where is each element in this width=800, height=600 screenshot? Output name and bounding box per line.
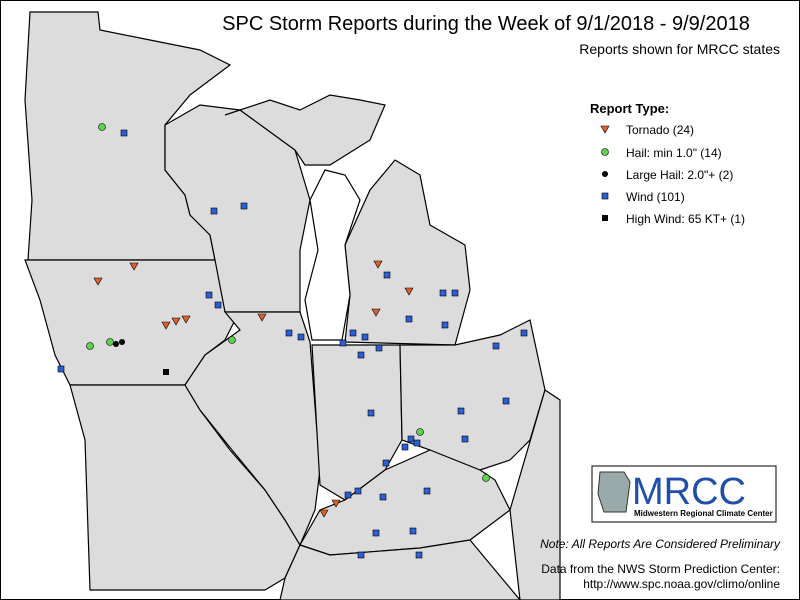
note: Note: All Reports Are Considered Prelimi… <box>540 537 781 551</box>
source: Data from the NWS Storm Prediction Cente… <box>541 562 780 576</box>
legend-item: Wind (101) <box>626 190 685 204</box>
map-title: SPC Storm Reports during the Week of 9/1… <box>222 13 750 35</box>
logo-name: MRCC <box>632 471 746 513</box>
legend-item: Tornado (24) <box>626 123 694 137</box>
legend-title: Report Type: <box>590 101 669 116</box>
legend: Report Type: Tornado (24) Hail: min 1.0"… <box>590 101 745 226</box>
map-subtitle: Reports shown for MRCC states <box>579 41 780 57</box>
logo-full-name: Midwestern Regional Climate Center <box>634 509 773 518</box>
source-url: http://www.spc.noaa.gov/climo/online <box>583 577 780 591</box>
legend-item: Large Hail: 2.0"+ (2) <box>626 168 733 182</box>
states <box>24 11 561 600</box>
legend-item: Hail: min 1.0" (14) <box>626 146 722 160</box>
report-markers <box>57 123 528 559</box>
legend-item: High Wind: 65 KT+ (1) <box>626 212 745 226</box>
logo: MRCC Midwestern Regional Climate Center <box>591 465 777 523</box>
